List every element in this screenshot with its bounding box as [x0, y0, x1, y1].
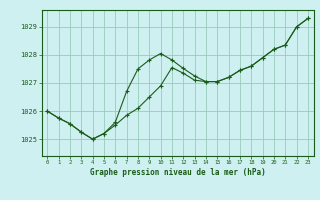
X-axis label: Graphe pression niveau de la mer (hPa): Graphe pression niveau de la mer (hPa): [90, 168, 266, 177]
